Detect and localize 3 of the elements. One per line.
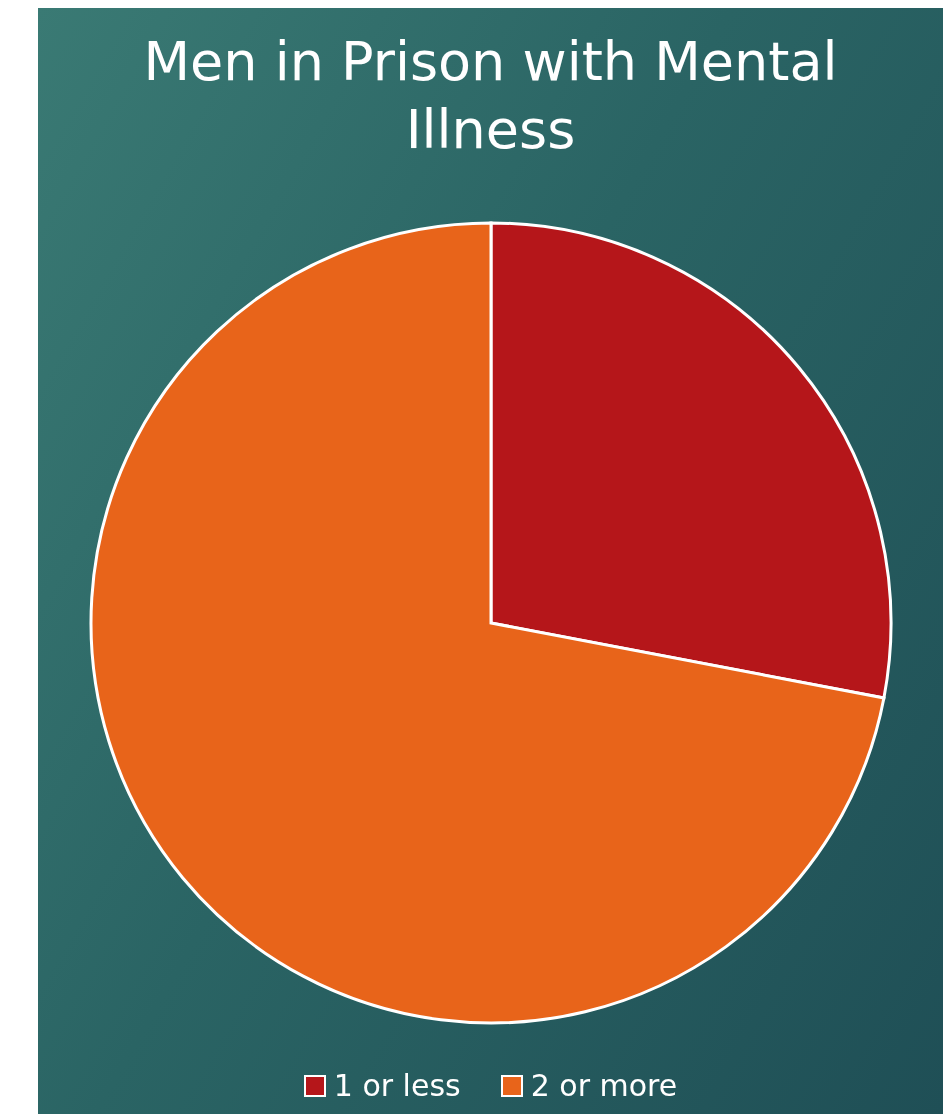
legend-label: 2 or more	[530, 1068, 678, 1103]
legend-label: 1 or less	[333, 1068, 461, 1103]
chart-title: Men in Prison with Mental Illness	[142, 29, 839, 163]
